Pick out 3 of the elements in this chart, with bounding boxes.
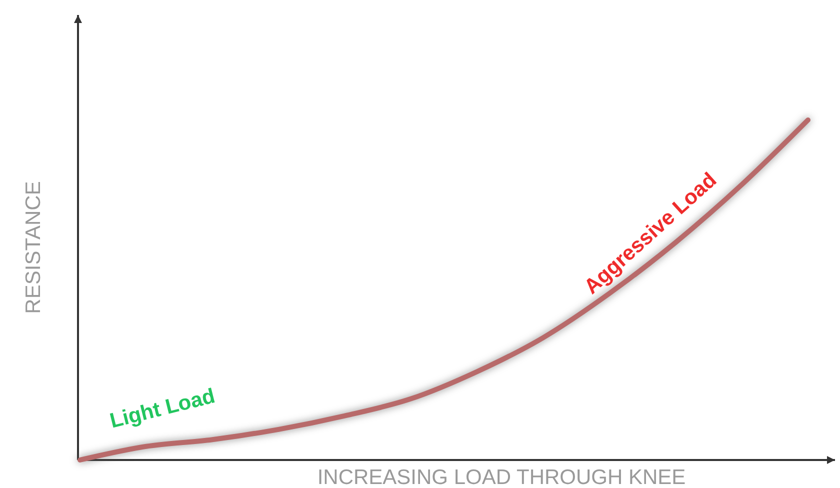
- x-axis-title: INCREASING LOAD THROUGH KNEE: [317, 466, 686, 488]
- y-axis-title: RESISTANCE: [22, 181, 45, 314]
- annotation: Light Load: [108, 384, 218, 433]
